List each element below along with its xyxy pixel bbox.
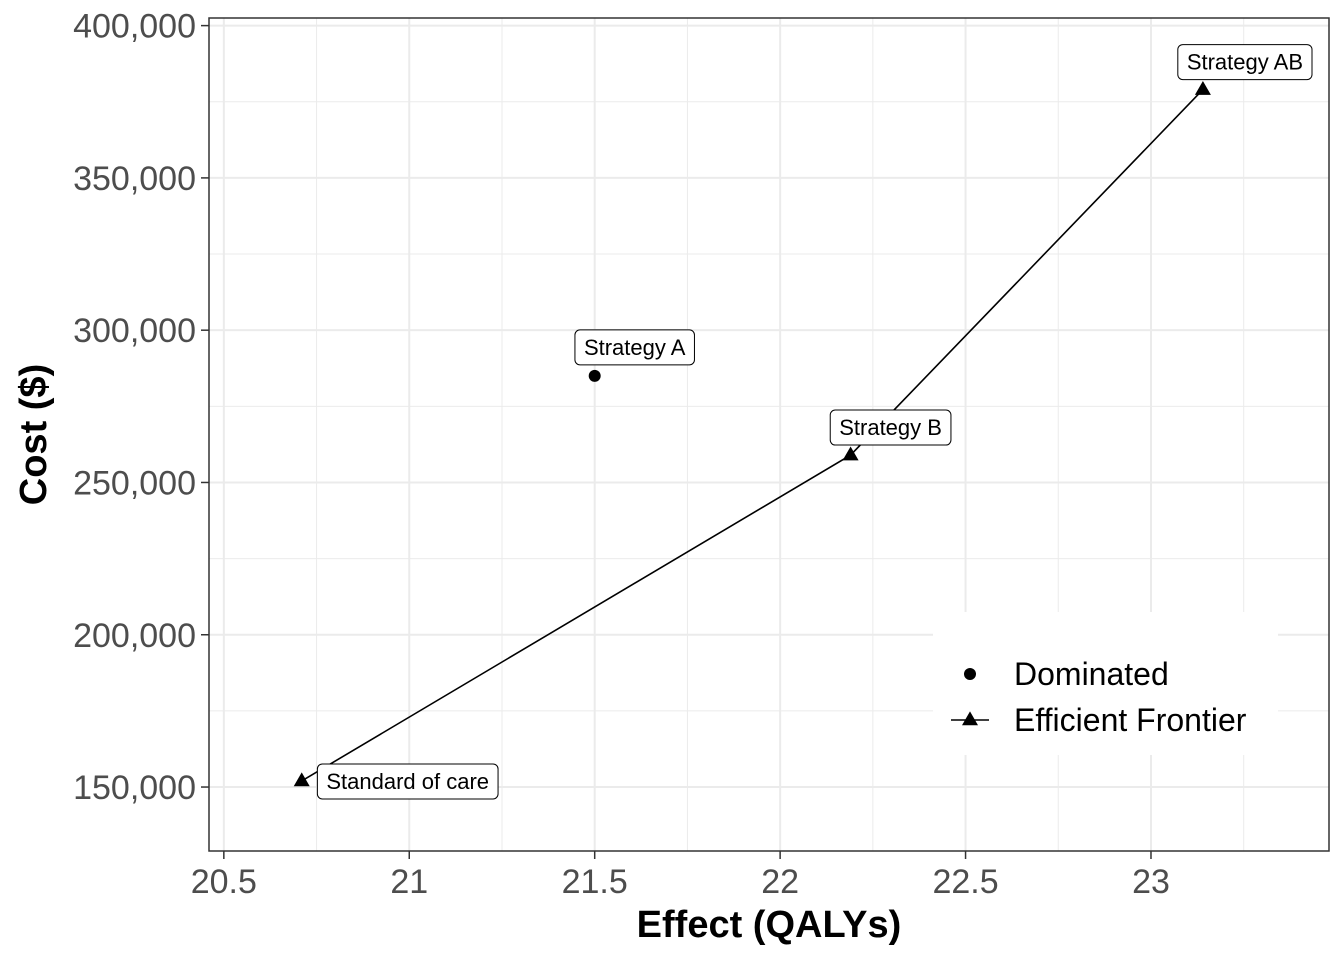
legend: Dominated Efficient Frontier	[933, 612, 1278, 755]
y-tick-label: 400,000	[73, 8, 196, 46]
legend-label: Dominated	[1014, 656, 1169, 692]
data-points	[293, 80, 1211, 787]
x-tick-label: 21.5	[562, 863, 628, 901]
y-tick-label: 150,000	[73, 769, 196, 807]
legend-item-dominated: Dominated	[964, 656, 1169, 692]
legend-triangle-key	[962, 711, 978, 726]
major-grid	[209, 18, 1329, 851]
point-label-box	[574, 329, 695, 366]
x-tick-label: 22.5	[932, 863, 998, 901]
x-tick-label: 23	[1132, 863, 1170, 901]
point-label-text: Strategy B	[839, 415, 942, 440]
point-standard-of-care	[293, 772, 310, 787]
legend-label: Efficient Frontier	[1014, 702, 1247, 738]
point-strategy-b	[842, 446, 859, 461]
x-axis-title: Effect (QALYs)	[637, 904, 902, 946]
y-tick-label: 300,000	[73, 312, 196, 350]
legend-circle-key	[964, 668, 976, 680]
y-tick-label: 350,000	[73, 160, 196, 198]
x-tick-label: 20.5	[191, 863, 257, 901]
y-tick-label: 250,000	[73, 464, 196, 502]
point-strategy-ab	[1194, 80, 1211, 95]
point-label-text: Strategy AB	[1187, 50, 1303, 75]
x-tick-label: 22	[761, 863, 799, 901]
point-label-standard-of-care: Standard of care	[316, 763, 499, 800]
point-label-box	[316, 763, 499, 800]
y-axis: 150,000 200,000 250,000 300,000 350,000 400,0…	[73, 8, 209, 807]
legend-item-efficient-frontier: Efficient Frontier	[951, 702, 1247, 738]
point-label-text: Strategy A	[584, 335, 686, 360]
point-label-strategy-b: Strategy B	[829, 409, 952, 446]
point-label-box	[829, 409, 952, 446]
y-tick-label: 200,000	[73, 617, 196, 655]
x-tick-label: 21	[390, 863, 428, 901]
point-strategy-a	[588, 369, 601, 382]
legend-background	[933, 612, 1278, 755]
point-labels: Standard of care Strategy A Strategy B Stra…	[316, 44, 1313, 800]
point-label-strategy-a: Strategy A	[574, 329, 695, 366]
point-label-text: Standard of care	[326, 769, 489, 794]
point-label-box	[1177, 44, 1313, 81]
y-axis-title: Cost ($)	[13, 364, 55, 505]
minor-grid	[209, 18, 1329, 851]
panel-border	[208, 17, 1330, 852]
point-label-strategy-ab: Strategy AB	[1177, 44, 1313, 81]
x-axis: 20.5 21 21.5 22 22.5 23	[191, 851, 1170, 901]
